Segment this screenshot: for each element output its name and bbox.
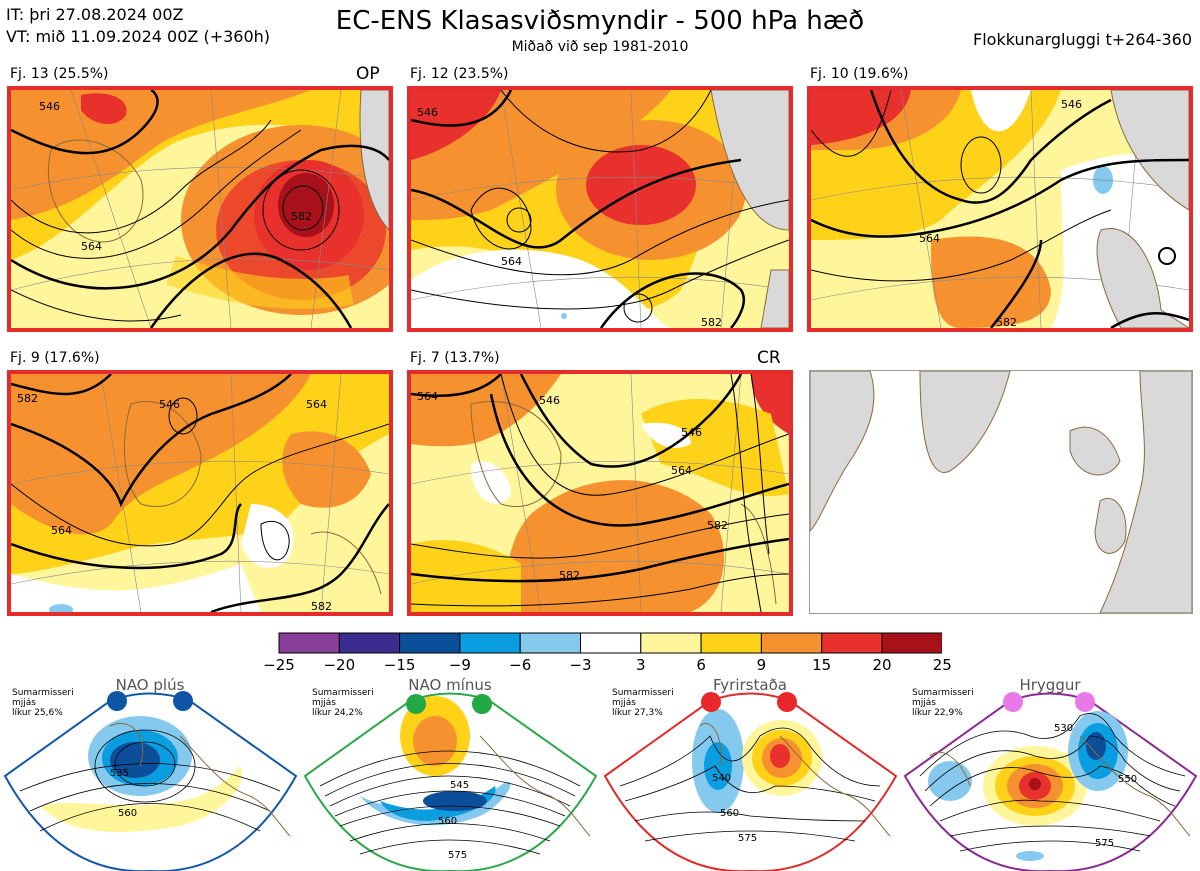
regime-info: Sumarmisseri mjjás líkur 24,2%: [312, 688, 374, 718]
contour-label: 582: [311, 600, 332, 612]
cluster-map-3: 546 564 582: [807, 86, 1193, 332]
cluster-map-4: 582 546 564 564 582: [7, 370, 393, 616]
contour-label: 564: [417, 390, 438, 403]
contour-label: 582: [559, 569, 580, 582]
colorbar-tick: 25: [932, 656, 952, 674]
regime-months: mjjás: [312, 698, 336, 708]
regime-nao-plus: NAO plús Sumarmisseri mjjás líkur 25,6% …: [0, 676, 300, 871]
regime-nao-minus: NAO mínus Sumarmisseri mjjás líkur 24,2%…: [300, 676, 600, 871]
colorbar: [278, 632, 942, 654]
colorbar-segment: [640, 632, 702, 654]
classification-window: Flokkunargluggi t+264-360: [973, 30, 1192, 49]
regime-ridge: Hryggur Sumarmisseri mjjás líkur 22,9%: [900, 676, 1200, 871]
valid-time: VT: mið 11.09.2024 00Z (+360h): [6, 27, 271, 46]
contour-label: 582: [707, 519, 728, 532]
contour-label: 546: [681, 426, 702, 439]
initial-time: IT: þri 27.08.2024 00Z: [6, 5, 184, 24]
contour-label: 582: [17, 392, 38, 405]
colorbar-segment: [821, 632, 883, 654]
cluster-map-2: 546 564 582: [407, 86, 793, 332]
page-title: EC-ENS Klasasviðsmyndir - 500 hPa hæð: [335, 6, 865, 36]
regime-contour: 540: [712, 773, 731, 784]
regime-season: Sumarmisseri: [12, 688, 74, 698]
regime-season: Sumarmisseri: [312, 688, 374, 698]
regime-contour: 535: [110, 768, 129, 779]
contour-label: 582: [996, 316, 1017, 328]
regime-season: Sumarmisseri: [912, 688, 974, 698]
cluster-1-tag: OP: [356, 64, 380, 84]
regime-name: Hryggur: [1019, 676, 1081, 694]
regime-contour: 560: [438, 816, 457, 827]
regime-info: Sumarmisseri mjjás líkur 22,9%: [912, 688, 974, 718]
regime-contour: 550: [1118, 774, 1137, 785]
colorbar-tick: 6: [696, 656, 706, 674]
colorbar-tick: −3: [569, 656, 592, 674]
colorbar-segment: [399, 632, 461, 654]
colorbar-segment: [338, 632, 401, 654]
colorbar-segment: [580, 632, 642, 654]
colorbar-segment: [881, 632, 942, 654]
contour-label: 546: [39, 100, 60, 113]
empty-map-panel: [809, 370, 1193, 614]
regime-probability: líkur 25,6%: [12, 708, 63, 718]
page-subtitle: Miðað við sep 1981-2010: [511, 39, 689, 55]
colorbar-tick: −15: [383, 656, 416, 674]
contour-label: 582: [701, 316, 722, 328]
colorbar-segment: [278, 632, 340, 654]
contour-label: 564: [671, 464, 692, 477]
regime-probability: líkur 24,2%: [312, 708, 363, 718]
regime-name: NAO mínus: [408, 676, 492, 694]
regime-contour: 575: [448, 850, 467, 861]
contour-label: 564: [919, 232, 940, 245]
regime-info: Sumarmisseri mjjás líkur 25,6%: [12, 688, 74, 718]
regime-probability: líkur 22,9%: [912, 708, 963, 718]
regime-name: NAO plús: [115, 676, 185, 694]
colorbar-tick: 15: [812, 656, 832, 674]
colorbar-segment: [459, 632, 521, 654]
cluster-4-label: Fj. 9 (17.6%): [10, 350, 100, 366]
regime-months: mjjás: [612, 698, 636, 708]
colorbar-tick: 3: [636, 656, 646, 674]
contour-label: 564: [81, 240, 102, 253]
regime-contour: 530: [1054, 723, 1073, 734]
regime-contour: 560: [118, 808, 137, 819]
cluster-3-label: Fj. 10 (19.6%): [810, 66, 909, 82]
header-times: IT: þri 27.08.2024 00Z VT: mið 11.09.202…: [6, 4, 270, 48]
colorbar-segment: [519, 632, 581, 654]
cluster-map-5: 564 546 546 564 582 582: [407, 370, 793, 616]
contour-label: 564: [501, 255, 522, 268]
contour-label: 564: [306, 398, 327, 411]
regime-contour: 575: [1095, 838, 1114, 849]
cluster-5-label: Fj. 7 (13.7%): [410, 350, 500, 366]
regime-probability: líkur 27,3%: [612, 708, 663, 718]
contour-label: 546: [417, 106, 438, 119]
cluster-2-label: Fj. 12 (23.5%): [410, 66, 509, 82]
regime-months: mjjás: [12, 698, 36, 708]
cluster-5-tag: CR: [757, 348, 781, 368]
colorbar-tick: −20: [323, 656, 356, 674]
colorbar-tick: −25: [263, 656, 295, 674]
colorbar-tick: 20: [872, 656, 892, 674]
contour-label: 546: [539, 394, 560, 407]
cluster-map-1: 546 564 582: [7, 86, 393, 332]
colorbar-tick: 9: [756, 656, 767, 674]
regime-contour: 575: [738, 833, 757, 844]
regime-season: Sumarmisseri: [612, 688, 674, 698]
regime-months: mjjás: [912, 698, 936, 708]
regime-info: Sumarmisseri mjjás líkur 27,3%: [612, 688, 674, 718]
regime-contour: 560: [720, 808, 739, 819]
colorbar-tick: −9: [448, 656, 471, 674]
colorbar-segment: [700, 632, 762, 654]
contour-label: 564: [51, 524, 72, 537]
cluster-1-label: Fj. 13 (25.5%): [10, 66, 109, 82]
colorbar-tick: −6: [509, 656, 532, 674]
regime-name: Fyrirstaða: [713, 676, 787, 694]
contour-label: 582: [291, 210, 312, 223]
colorbar-segment: [760, 632, 823, 654]
contour-label: 546: [1061, 98, 1082, 111]
regime-blocking: Fyrirstaða Sumarmisseri mjjás líkur 27,3…: [600, 676, 900, 871]
contour-label: 546: [159, 398, 180, 411]
regime-contour: 545: [450, 780, 469, 791]
